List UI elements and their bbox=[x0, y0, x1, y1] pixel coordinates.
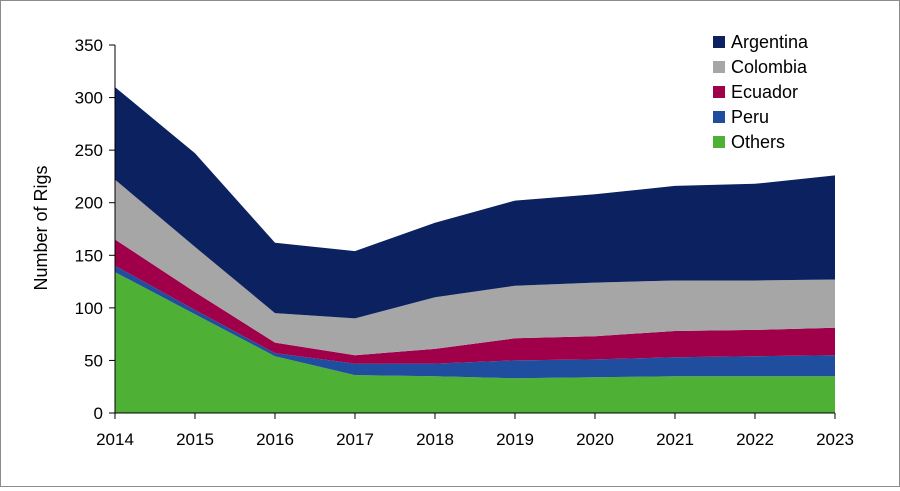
y-axis-label: Number of Rigs bbox=[31, 165, 51, 290]
legend-swatch-others bbox=[713, 136, 725, 148]
area-others bbox=[115, 272, 835, 413]
x-tick-label: 2015 bbox=[176, 430, 214, 449]
legend-label-colombia: Colombia bbox=[731, 57, 808, 77]
y-tick-label: 350 bbox=[75, 36, 103, 55]
x-tick-label: 2018 bbox=[416, 430, 454, 449]
area-ecuador bbox=[115, 239, 835, 364]
area-peru bbox=[115, 265, 835, 379]
series-areas bbox=[115, 87, 835, 413]
axes bbox=[109, 44, 836, 419]
y-tick-label: 300 bbox=[75, 89, 103, 108]
x-tick-label: 2020 bbox=[576, 430, 614, 449]
legend: Argentina Colombia Ecuador Peru Others bbox=[713, 32, 809, 152]
area-argentina bbox=[115, 87, 835, 319]
y-tick-label: 200 bbox=[75, 194, 103, 213]
x-tick-label: 2022 bbox=[736, 430, 774, 449]
y-tick-label: 100 bbox=[75, 299, 103, 318]
tick-labels: 0 50 100 150 200 250 300 350 2014 2015 2016 2017 201… bbox=[75, 36, 854, 449]
legend-swatch-ecuador bbox=[713, 86, 725, 98]
legend-label-ecuador: Ecuador bbox=[731, 82, 798, 102]
y-tick-label: 250 bbox=[75, 141, 103, 160]
x-tick-label: 2019 bbox=[496, 430, 534, 449]
y-tick-label: 0 bbox=[94, 404, 103, 423]
y-tick-label: 150 bbox=[75, 246, 103, 265]
legend-swatch-peru bbox=[713, 111, 725, 123]
legend-label-others: Others bbox=[731, 132, 785, 152]
legend-label-peru: Peru bbox=[731, 107, 769, 127]
x-tick-label: 2017 bbox=[336, 430, 374, 449]
area-colombia bbox=[115, 179, 835, 356]
x-tick-label: 2021 bbox=[656, 430, 694, 449]
x-tick-label: 2023 bbox=[816, 430, 854, 449]
legend-swatch-argentina bbox=[713, 36, 725, 48]
x-tick-label: 2014 bbox=[96, 430, 134, 449]
x-tick-label: 2016 bbox=[256, 430, 294, 449]
legend-swatch-colombia bbox=[713, 61, 725, 73]
legend-label-argentina: Argentina bbox=[731, 32, 809, 52]
y-tick-label: 50 bbox=[84, 351, 103, 370]
